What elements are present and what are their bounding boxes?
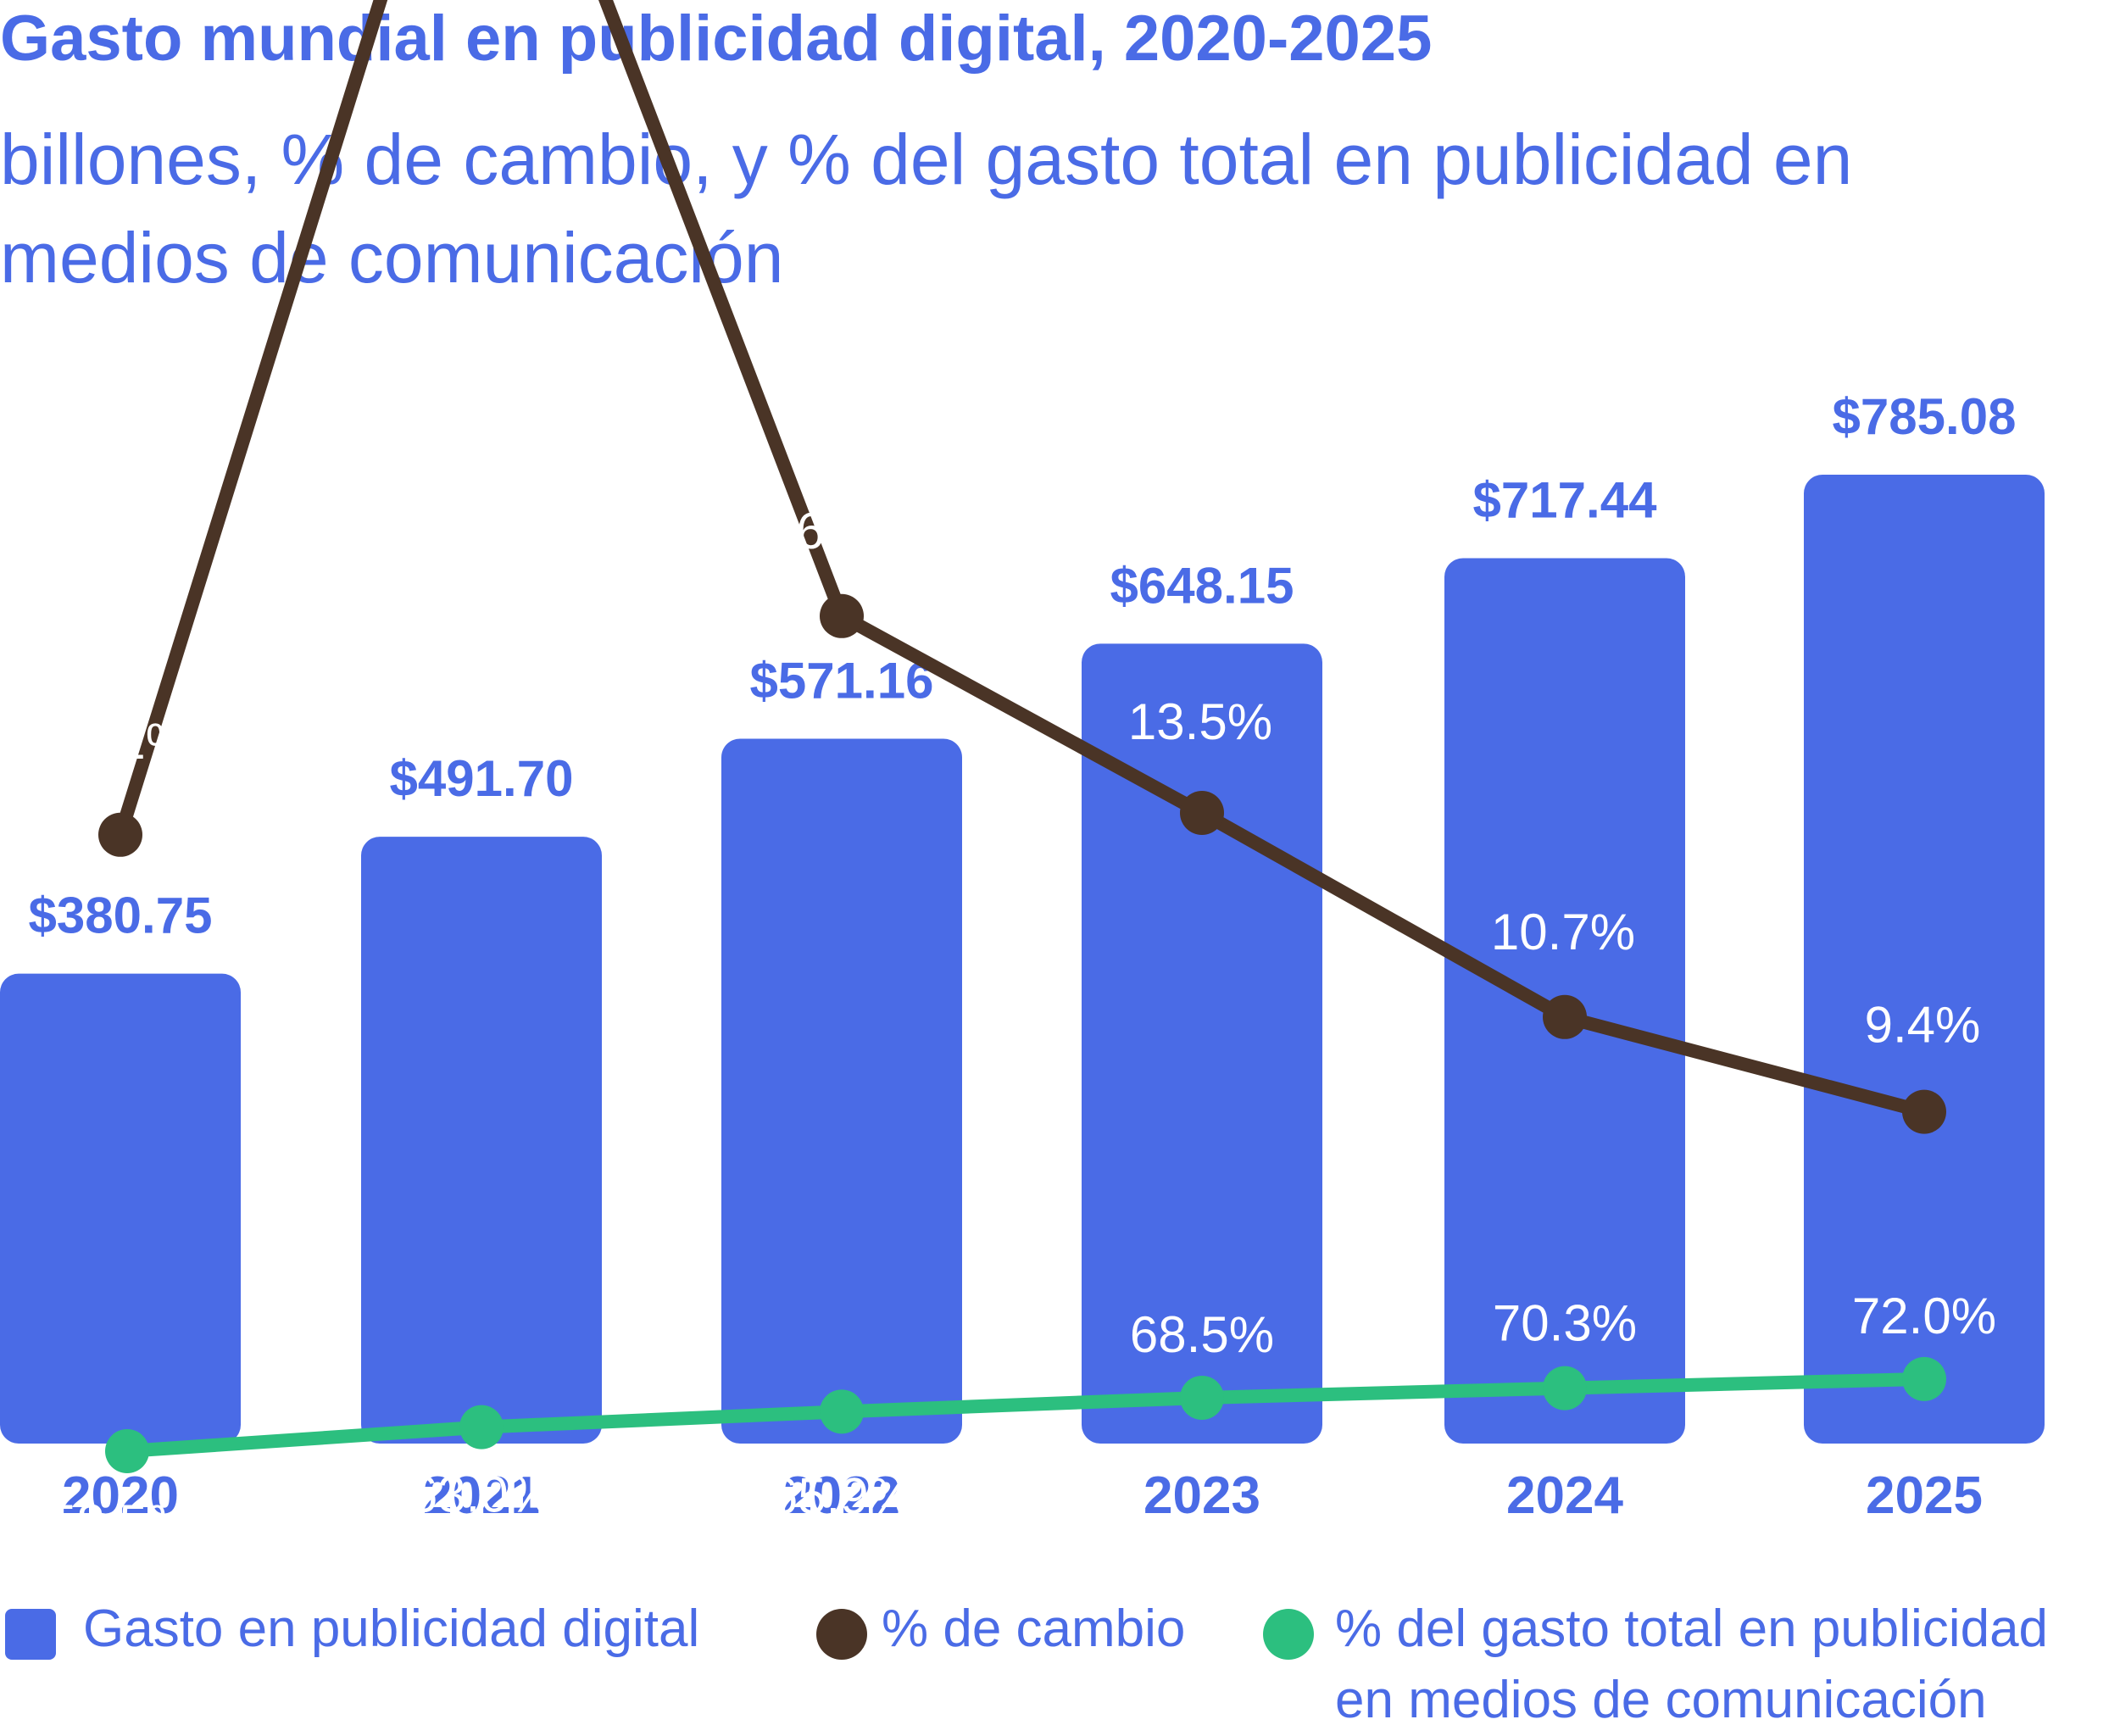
share-point-2024	[1543, 1366, 1587, 1410]
change-point-2023	[1180, 791, 1224, 835]
bar-value-label-2020: $380.75	[29, 887, 213, 944]
share-point-2021	[459, 1405, 504, 1449]
legend-label-share: % del gasto total en publicidad en medio…	[1335, 1600, 2049, 1729]
bar-value-label-2021: $491.70	[390, 750, 574, 807]
change-label-2020: 13.2%	[47, 713, 191, 770]
share-label-2020: 58.5%	[48, 1494, 192, 1551]
share-label-2021: 63.0%	[409, 1466, 554, 1523]
chart-title: Gasto mundial en publicidad digital, 202…	[0, 3, 1433, 75]
chart-subtitle: billones, % de cambio, y % del gasto tot…	[0, 120, 1853, 298]
change-label-2022: 16.2%	[768, 503, 912, 559]
bar-2025	[1804, 475, 2045, 1444]
share-point-2025	[1902, 1356, 1946, 1401]
share-point-2022	[820, 1389, 864, 1434]
change-point-2025	[1902, 1089, 1946, 1134]
change-label-2025: 9.4%	[1865, 997, 1981, 1054]
share-label-2025: 72.0%	[1852, 1288, 1996, 1344]
category-label-2020: 2020	[62, 1466, 179, 1525]
share-point-2023	[1180, 1375, 1224, 1420]
legend-swatch-change	[816, 1609, 867, 1660]
chart: $380.75 2020 $491.70 2021 $571.16 2022 $648.15…	[0, 0, 2045, 1551]
category-label-2021: 2021	[423, 1466, 540, 1525]
legend-label-change: % de cambio	[882, 1600, 1186, 1658]
category-label-2024: 2024	[1506, 1466, 1623, 1525]
legend-swatch-bar	[5, 1609, 56, 1660]
change-label-2024: 10.7%	[1491, 904, 1635, 960]
share-line	[126, 1372, 1925, 1458]
bar-2020	[0, 973, 241, 1444]
share-point-2020	[105, 1428, 149, 1473]
category-label-2025: 2025	[1866, 1466, 1983, 1525]
category-label-2022: 2022	[783, 1466, 900, 1525]
bar-2021	[361, 837, 602, 1444]
change-point-2024	[1543, 994, 1587, 1039]
bar-value-label-2025: $785.08	[1833, 388, 2017, 445]
share-label-2022: 65.9%	[770, 1467, 914, 1524]
legend-label-bar: Gasto en publicidad digital	[83, 1600, 700, 1658]
change-line	[114, 0, 1927, 1119]
change-point-2020	[98, 812, 142, 857]
bar-2022	[721, 738, 962, 1444]
bar-value-label-2023: $648.15	[1110, 557, 1294, 614]
category-label-2023: 2023	[1143, 1466, 1260, 1525]
share-label-2023: 68.5%	[1130, 1306, 1274, 1363]
share-label-2024: 70.3%	[1493, 1295, 1637, 1352]
legend-swatch-share	[1263, 1609, 1314, 1660]
bar-value-label-2024: $717.44	[1473, 471, 1658, 528]
bar-value-label-2022: $571.16	[750, 652, 934, 709]
change-label-2023: 13.5%	[1128, 693, 1272, 750]
change-point-2022	[820, 593, 864, 638]
